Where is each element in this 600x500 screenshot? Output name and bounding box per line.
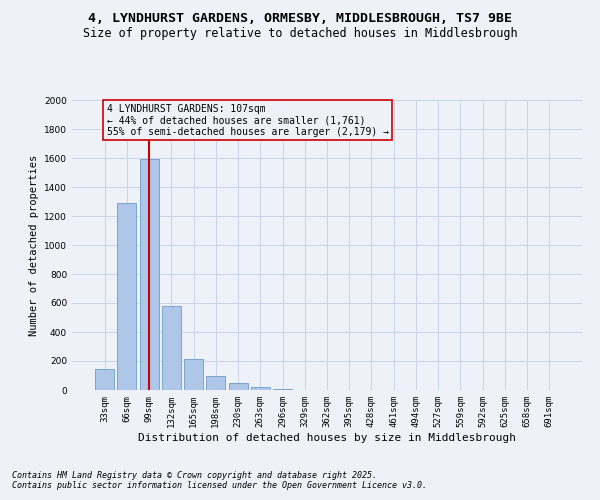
- Bar: [251, 387, 270, 390]
- X-axis label: Distribution of detached houses by size in Middlesbrough: Distribution of detached houses by size …: [138, 432, 516, 442]
- Text: 4 LYNDHURST GARDENS: 107sqm
← 44% of detached houses are smaller (1,761)
55% of : 4 LYNDHURST GARDENS: 107sqm ← 44% of det…: [107, 104, 389, 137]
- Text: Size of property relative to detached houses in Middlesbrough: Size of property relative to detached ho…: [83, 28, 517, 40]
- Text: 4, LYNDHURST GARDENS, ORMESBY, MIDDLESBROUGH, TS7 9BE: 4, LYNDHURST GARDENS, ORMESBY, MIDDLESBR…: [88, 12, 512, 26]
- Bar: [162, 306, 181, 390]
- Bar: [95, 369, 114, 390]
- Text: Contains HM Land Registry data © Crown copyright and database right 2025.: Contains HM Land Registry data © Crown c…: [12, 470, 377, 480]
- Bar: [229, 383, 248, 390]
- Bar: [118, 203, 136, 390]
- Bar: [184, 359, 203, 390]
- Bar: [206, 376, 225, 390]
- Bar: [140, 158, 158, 390]
- Text: Contains public sector information licensed under the Open Government Licence v3: Contains public sector information licen…: [12, 480, 427, 490]
- Y-axis label: Number of detached properties: Number of detached properties: [29, 154, 38, 336]
